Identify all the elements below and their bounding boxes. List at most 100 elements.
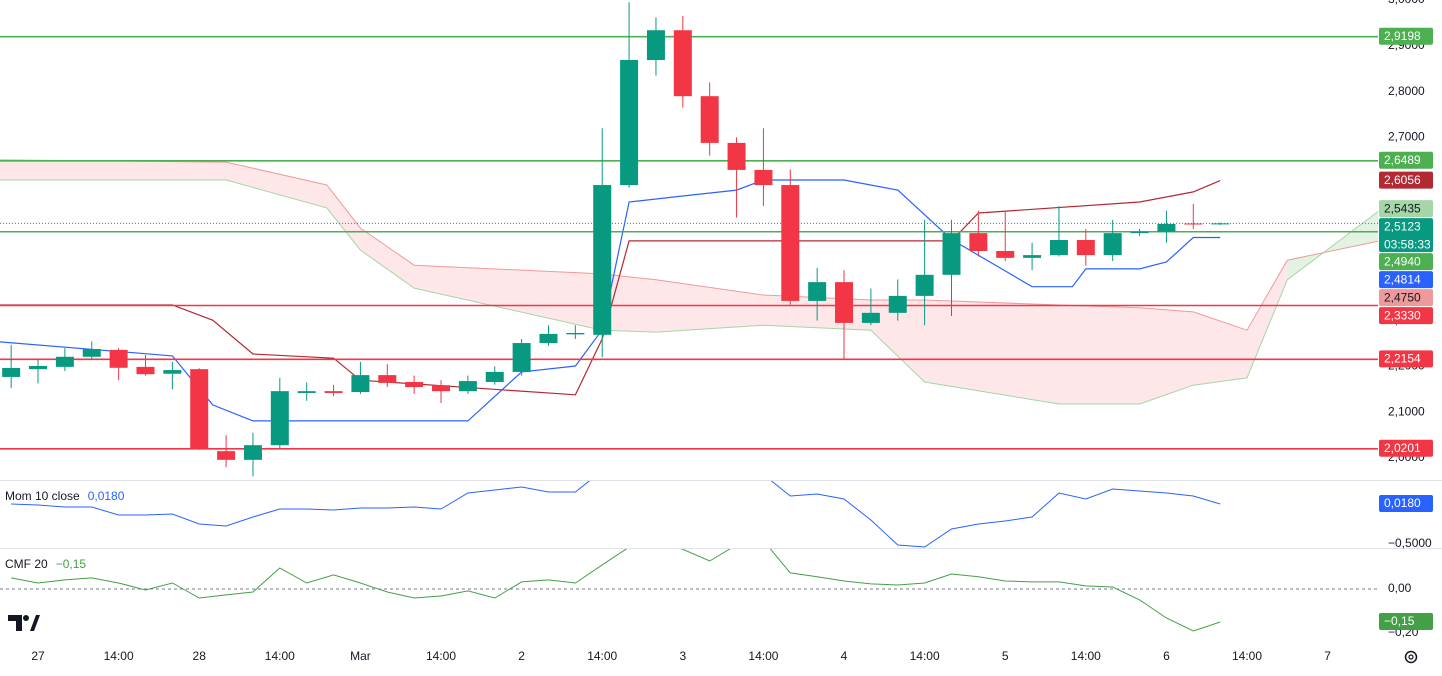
candle-body	[646, 30, 665, 60]
candle-body	[915, 274, 934, 296]
candle-body	[539, 333, 558, 344]
candle-body	[512, 343, 531, 372]
candle-body	[700, 96, 719, 143]
x-tick-label: 14:00	[1232, 649, 1262, 663]
price-label-box	[1379, 350, 1433, 368]
price-label: 03:58:33	[1384, 237, 1431, 251]
indicator-value: −0,15	[56, 557, 87, 571]
y-tick-label: 0,00	[1388, 581, 1412, 595]
candle-body	[485, 371, 504, 382]
cmf-pane	[0, 549, 1378, 632]
price-label-box	[1379, 495, 1433, 513]
candle-body	[566, 332, 585, 335]
price-label: 2,4814	[1384, 272, 1421, 286]
candle-body	[942, 233, 961, 275]
gear-icon[interactable]	[1408, 654, 1414, 660]
cloud-fill	[226, 162, 327, 208]
x-tick-label: 14:00	[1071, 649, 1101, 663]
candle-body	[888, 295, 907, 313]
x-tick-label: 3	[679, 649, 686, 663]
x-tick-label: 4	[841, 649, 848, 663]
price-label-box	[1379, 218, 1433, 253]
x-tick-label: 5	[1002, 649, 1009, 663]
price-label-box	[1379, 271, 1433, 289]
y-tick-label: 2,1000	[1388, 404, 1425, 418]
candle-body	[1023, 255, 1042, 258]
logo-mark	[23, 615, 29, 621]
candle-body	[781, 185, 800, 301]
candle-body	[727, 142, 746, 170]
x-tick-label: 14:00	[748, 649, 778, 663]
candle-body	[1103, 233, 1122, 256]
candle-body	[29, 365, 48, 370]
candle-body	[297, 391, 316, 393]
candle-body	[673, 30, 692, 97]
candle-body	[82, 349, 101, 357]
y-tick-label: 2,8000	[1388, 84, 1425, 98]
candle-body	[243, 445, 262, 460]
candle-body	[136, 366, 155, 375]
x-tick-label: 7	[1324, 649, 1331, 663]
price-label-box	[1379, 200, 1433, 218]
x-tick-label: 14:00	[426, 649, 456, 663]
price-label: 2,9198	[1384, 29, 1421, 43]
price-label-box	[1379, 289, 1433, 307]
price-pane	[0, 2, 1378, 477]
candle-body	[1130, 231, 1149, 234]
price-label: 2,3330	[1384, 308, 1421, 322]
price-label: 2,6056	[1384, 173, 1421, 187]
price-label-box	[1379, 171, 1433, 189]
candle-body	[217, 451, 236, 460]
y-tick-label: 2,7000	[1388, 130, 1425, 144]
cloud-fill	[1139, 307, 1194, 404]
x-tick-label: Mar	[350, 649, 371, 663]
logo-mark	[8, 615, 22, 631]
cloud-fill	[1193, 311, 1248, 386]
price-label: 2,2154	[1384, 352, 1421, 366]
candle-body	[1157, 223, 1176, 232]
x-tick-label: 14:00	[265, 649, 295, 663]
indicator-title: CMF 20	[5, 557, 48, 571]
x-tick-label: 27	[31, 649, 45, 663]
momentum-pane	[11, 481, 1221, 548]
price-label-box	[1379, 27, 1433, 45]
candle-body	[2, 368, 21, 377]
price-label: 0,0180	[1384, 496, 1421, 510]
candle-body	[324, 391, 343, 393]
axes: 27 14:00 28 14:00 Mar 14:00 2 14:00 3 14:00 4 14:00…	[5, 0, 1433, 663]
candle-body	[163, 370, 182, 374]
candle-body	[405, 381, 424, 388]
price-label: 2,5435	[1384, 201, 1421, 215]
x-tick-label: 14:00	[587, 649, 617, 663]
candle-body	[996, 250, 1015, 258]
price-label-box	[1379, 307, 1433, 325]
settings-button[interactable]	[1404, 650, 1418, 664]
candle-body	[593, 185, 612, 335]
price-label: 2,0201	[1384, 441, 1421, 455]
indicator-line	[11, 481, 1221, 548]
x-tick-label: 14:00	[104, 649, 134, 663]
price-label-box	[1379, 253, 1433, 271]
candle-body	[1049, 240, 1068, 256]
price-label-box	[1379, 612, 1433, 630]
candle-body	[620, 60, 639, 186]
candle-body	[969, 233, 988, 251]
y-tick-label: −0,5000	[1388, 536, 1432, 550]
candle-body	[378, 375, 397, 383]
cloud-fill	[924, 300, 1059, 404]
candle-body	[432, 385, 451, 392]
logo	[8, 615, 40, 631]
cloud-fill	[360, 228, 415, 289]
price-label: 2,5123	[1384, 219, 1421, 233]
candle-body	[109, 349, 128, 368]
indicator-line	[0, 180, 1221, 396]
x-tick-label: 28	[193, 649, 207, 663]
candle-body	[270, 391, 289, 446]
candle-body	[351, 375, 370, 393]
price-label: 2,4750	[1384, 290, 1421, 304]
gear-icon[interactable]	[1404, 650, 1418, 664]
indicator-value: 0,0180	[88, 489, 125, 503]
